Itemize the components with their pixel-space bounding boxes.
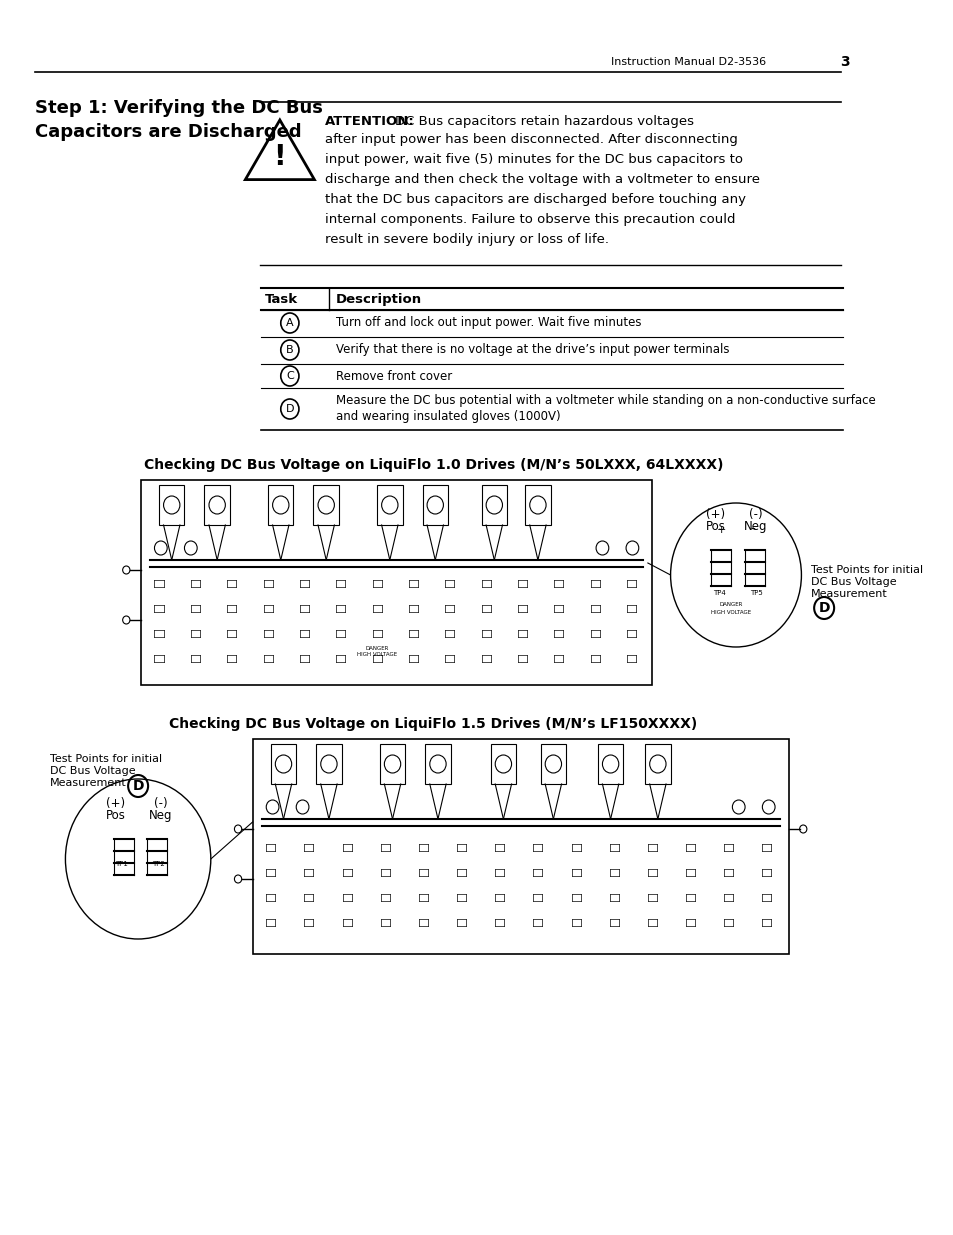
Bar bbox=[490, 743, 516, 784]
Circle shape bbox=[670, 503, 801, 647]
Text: Pos: Pos bbox=[705, 520, 725, 534]
Text: and wearing insulated gloves (1000V): and wearing insulated gloves (1000V) bbox=[335, 410, 560, 424]
Bar bbox=[481, 485, 506, 525]
Text: Measure the DC bus potential with a voltmeter while standing on a non-conductive: Measure the DC bus potential with a volt… bbox=[335, 394, 875, 408]
Text: ATTENTION:: ATTENTION: bbox=[325, 115, 415, 128]
Text: Checking DC Bus Voltage on LiquiFlo 1.0 Drives (M/N’s 50LXXX, 64LXXXX): Checking DC Bus Voltage on LiquiFlo 1.0 … bbox=[144, 458, 722, 472]
Text: TP1: TP1 bbox=[115, 861, 128, 867]
Text: D: D bbox=[132, 779, 144, 793]
Text: internal components. Failure to observe this precaution could: internal components. Failure to observe … bbox=[325, 212, 735, 226]
Text: D: D bbox=[818, 601, 829, 615]
Bar bbox=[159, 485, 184, 525]
Text: Task: Task bbox=[265, 293, 298, 306]
Text: !: ! bbox=[274, 143, 286, 170]
Bar bbox=[315, 743, 341, 784]
Text: after input power has been disconnected. After disconnecting: after input power has been disconnected.… bbox=[325, 133, 738, 146]
Text: Turn off and lock out input power. Wait five minutes: Turn off and lock out input power. Wait … bbox=[335, 316, 641, 329]
Text: Verify that there is no voltage at the drive’s input power terminals: Verify that there is no voltage at the d… bbox=[335, 343, 729, 356]
Text: Checking DC Bus Voltage on LiquiFlo 1.5 Drives (M/N’s LF150XXXX): Checking DC Bus Voltage on LiquiFlo 1.5 … bbox=[169, 718, 697, 731]
Text: TP2: TP2 bbox=[152, 861, 164, 867]
Bar bbox=[525, 485, 550, 525]
Text: (+): (+) bbox=[106, 797, 125, 810]
Text: Capacitors are Discharged: Capacitors are Discharged bbox=[34, 124, 301, 141]
Text: Neg: Neg bbox=[149, 809, 172, 823]
Text: Measurement: Measurement bbox=[810, 589, 886, 599]
Text: DANGER: DANGER bbox=[719, 603, 742, 608]
Text: HIGH VOLTAGE: HIGH VOLTAGE bbox=[711, 610, 751, 615]
Text: Description: Description bbox=[335, 293, 422, 306]
Bar bbox=[644, 743, 670, 784]
Bar bbox=[141, 480, 652, 685]
Text: 3: 3 bbox=[839, 56, 849, 69]
Bar bbox=[379, 743, 405, 784]
Bar bbox=[598, 743, 622, 784]
Text: Test Points for initial: Test Points for initial bbox=[50, 755, 162, 764]
Text: DC Bus capacitors retain hazardous voltages: DC Bus capacitors retain hazardous volta… bbox=[395, 115, 694, 128]
Bar bbox=[253, 739, 788, 953]
Text: B: B bbox=[286, 345, 294, 354]
Text: DANGER: DANGER bbox=[365, 646, 389, 651]
Text: input power, wait five (5) minutes for the DC bus capacitors to: input power, wait five (5) minutes for t… bbox=[325, 153, 742, 165]
Text: Neg: Neg bbox=[743, 520, 767, 534]
Bar bbox=[540, 743, 565, 784]
Text: -: - bbox=[749, 522, 754, 537]
Circle shape bbox=[66, 779, 211, 939]
Text: Instruction Manual D2-3536: Instruction Manual D2-3536 bbox=[610, 57, 765, 67]
Text: D: D bbox=[285, 404, 294, 414]
Text: DC Bus Voltage: DC Bus Voltage bbox=[50, 766, 135, 776]
Text: Remove front cover: Remove front cover bbox=[335, 370, 452, 383]
Text: A: A bbox=[286, 317, 294, 329]
Bar bbox=[204, 485, 230, 525]
Bar bbox=[314, 485, 338, 525]
Text: Test Points for initial: Test Points for initial bbox=[810, 564, 922, 576]
Bar bbox=[268, 485, 294, 525]
Text: (+): (+) bbox=[706, 508, 725, 521]
Text: Measurement: Measurement bbox=[50, 778, 127, 788]
Text: TP5: TP5 bbox=[749, 590, 761, 597]
Text: (-): (-) bbox=[748, 508, 762, 521]
Text: +: + bbox=[716, 525, 725, 535]
Text: C: C bbox=[286, 370, 294, 382]
Text: HIGH VOLTAGE: HIGH VOLTAGE bbox=[356, 652, 396, 657]
Text: discharge and then check the voltage with a voltmeter to ensure: discharge and then check the voltage wit… bbox=[325, 173, 760, 186]
Bar bbox=[376, 485, 402, 525]
Text: Step 1: Verifying the DC Bus: Step 1: Verifying the DC Bus bbox=[34, 99, 322, 117]
Text: DC Bus Voltage: DC Bus Voltage bbox=[810, 577, 895, 587]
Bar bbox=[422, 485, 448, 525]
Bar bbox=[425, 743, 450, 784]
Text: TP4: TP4 bbox=[713, 590, 725, 597]
Text: (-): (-) bbox=[153, 797, 168, 810]
Text: that the DC bus capacitors are discharged before touching any: that the DC bus capacitors are discharge… bbox=[325, 193, 745, 206]
Text: Pos: Pos bbox=[106, 809, 125, 823]
Bar bbox=[271, 743, 296, 784]
Text: result in severe bodily injury or loss of life.: result in severe bodily injury or loss o… bbox=[325, 233, 609, 246]
